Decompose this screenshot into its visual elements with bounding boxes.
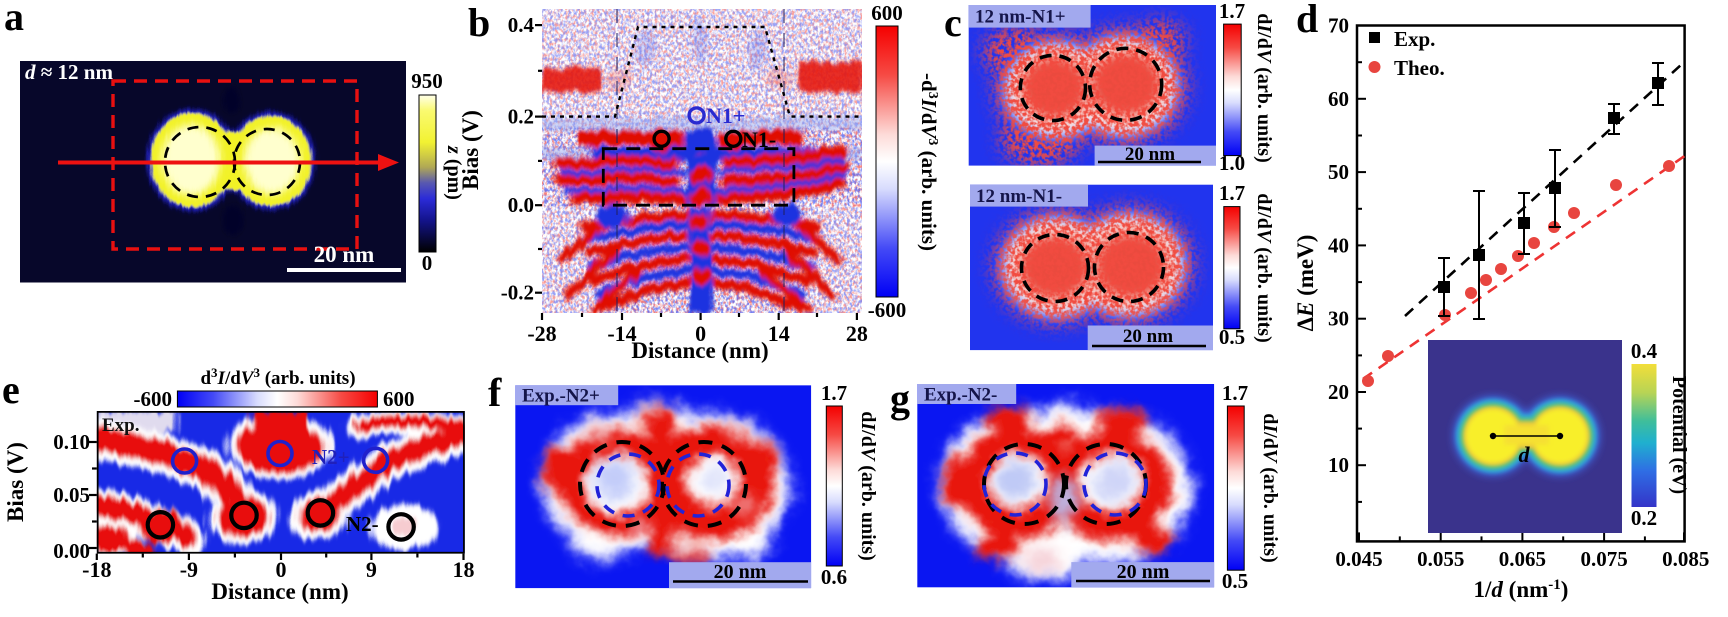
svg-text:d3I/dV3 (arb. units): d3I/dV3 (arb. units) bbox=[200, 365, 355, 390]
svg-text:-18: -18 bbox=[82, 557, 111, 582]
svg-text:1/d (nm-1): 1/d (nm-1) bbox=[1474, 577, 1569, 602]
svg-text:1.7: 1.7 bbox=[1219, 0, 1245, 23]
svg-text:0.2: 0.2 bbox=[1631, 506, 1657, 530]
svg-text:Distance (nm): Distance (nm) bbox=[211, 579, 348, 604]
svg-text:40: 40 bbox=[1328, 233, 1349, 257]
svg-text:1.7: 1.7 bbox=[1219, 181, 1245, 205]
svg-text:50: 50 bbox=[1328, 160, 1349, 184]
svg-text:1.0: 1.0 bbox=[1219, 151, 1245, 175]
svg-text:0.075: 0.075 bbox=[1580, 547, 1627, 571]
svg-text:12 nm-N1-: 12 nm-N1- bbox=[976, 186, 1062, 207]
svg-text:0.5: 0.5 bbox=[1222, 569, 1248, 593]
svg-text:ΔE (meV): ΔE (meV) bbox=[1293, 235, 1318, 332]
svg-text:0: 0 bbox=[695, 321, 706, 346]
svg-text:dI/dV (arb. units): dI/dV (arb. units) bbox=[1253, 13, 1275, 163]
svg-text:dI/dV (arb. units): dI/dV (arb. units) bbox=[1259, 413, 1281, 563]
svg-text:-14: -14 bbox=[607, 321, 636, 346]
svg-text:70: 70 bbox=[1328, 14, 1349, 38]
svg-text:-28: -28 bbox=[527, 321, 556, 346]
svg-text:d: d bbox=[1296, 0, 1318, 41]
svg-text:c: c bbox=[944, 0, 962, 45]
svg-text:d ≈ 12 nm: d ≈ 12 nm bbox=[25, 60, 113, 84]
svg-text:0.065: 0.065 bbox=[1499, 547, 1546, 571]
svg-text:0.4: 0.4 bbox=[508, 13, 535, 37]
svg-text:-600: -600 bbox=[868, 298, 907, 322]
svg-text:20 nm: 20 nm bbox=[314, 242, 375, 267]
svg-text:d: d bbox=[1519, 442, 1531, 467]
svg-text:14: 14 bbox=[768, 321, 790, 346]
svg-text:20: 20 bbox=[1328, 380, 1349, 404]
svg-text:Exp.-N2+: Exp.-N2+ bbox=[522, 386, 600, 407]
svg-text:N2+: N2+ bbox=[312, 445, 350, 469]
svg-text:0.2: 0.2 bbox=[508, 105, 534, 129]
svg-text:z (pm): z (pm) bbox=[443, 145, 465, 200]
svg-text:-d3I/dV3 (arb. units): -d3I/dV3 (arb. units) bbox=[917, 73, 941, 251]
svg-text:N2-: N2- bbox=[346, 512, 379, 536]
svg-text:0.5: 0.5 bbox=[1219, 325, 1245, 349]
svg-text:0.6: 0.6 bbox=[821, 565, 847, 589]
svg-text:600: 600 bbox=[383, 387, 415, 411]
svg-text:0.10: 0.10 bbox=[53, 430, 90, 454]
svg-text:0.085: 0.085 bbox=[1662, 547, 1709, 571]
svg-text:600: 600 bbox=[871, 1, 903, 25]
svg-text:12 nm-N1+: 12 nm-N1+ bbox=[975, 7, 1066, 28]
svg-text:20 nm: 20 nm bbox=[1123, 326, 1173, 347]
svg-text:Bias (V): Bias (V) bbox=[458, 110, 483, 190]
svg-text:g: g bbox=[890, 376, 910, 421]
svg-text:0.0: 0.0 bbox=[508, 193, 534, 217]
svg-text:60: 60 bbox=[1328, 87, 1349, 111]
svg-text:N1+: N1+ bbox=[706, 103, 745, 128]
svg-text:Exp.: Exp. bbox=[102, 415, 140, 436]
svg-text:10: 10 bbox=[1328, 453, 1349, 477]
svg-text:18: 18 bbox=[453, 557, 475, 582]
svg-text:f: f bbox=[488, 370, 502, 415]
svg-text:30: 30 bbox=[1328, 307, 1349, 331]
svg-text:0: 0 bbox=[422, 251, 433, 275]
svg-text:9: 9 bbox=[366, 557, 377, 582]
svg-text:0: 0 bbox=[276, 557, 287, 582]
svg-text:0.00: 0.00 bbox=[53, 539, 90, 563]
svg-text:dI/dV (arb. units): dI/dV (arb. units) bbox=[1253, 193, 1275, 343]
svg-text:Bias (V): Bias (V) bbox=[3, 442, 28, 522]
svg-text:Exp.: Exp. bbox=[1394, 27, 1435, 51]
svg-text:-9: -9 bbox=[180, 557, 198, 582]
svg-text:0.05: 0.05 bbox=[53, 483, 90, 507]
svg-text:28: 28 bbox=[846, 321, 868, 346]
svg-text:Distance (nm): Distance (nm) bbox=[631, 338, 768, 363]
svg-text:Exp.-N2-: Exp.-N2- bbox=[924, 385, 997, 406]
svg-text:Theo.: Theo. bbox=[1394, 56, 1445, 80]
svg-text:20 nm: 20 nm bbox=[714, 561, 767, 583]
svg-text:e: e bbox=[2, 367, 20, 412]
svg-text:-600: -600 bbox=[134, 387, 173, 411]
svg-text:Potential (eV): Potential (eV) bbox=[1668, 376, 1690, 494]
svg-text:0.4: 0.4 bbox=[1631, 339, 1658, 363]
svg-text:b: b bbox=[468, 0, 490, 45]
svg-text:1.7: 1.7 bbox=[821, 381, 847, 405]
svg-text:dI/dV (arb. units): dI/dV (arb. units) bbox=[857, 411, 879, 561]
svg-text:N1-: N1- bbox=[742, 127, 776, 152]
svg-text:1.7: 1.7 bbox=[1222, 381, 1248, 405]
svg-text:20 nm: 20 nm bbox=[1125, 144, 1175, 165]
svg-text:950: 950 bbox=[411, 69, 443, 93]
svg-text:0.055: 0.055 bbox=[1417, 547, 1464, 571]
svg-text:-0.2: -0.2 bbox=[501, 281, 534, 305]
svg-text:0.045: 0.045 bbox=[1335, 547, 1382, 571]
svg-text:20 nm: 20 nm bbox=[1117, 561, 1170, 583]
svg-text:a: a bbox=[4, 0, 24, 39]
